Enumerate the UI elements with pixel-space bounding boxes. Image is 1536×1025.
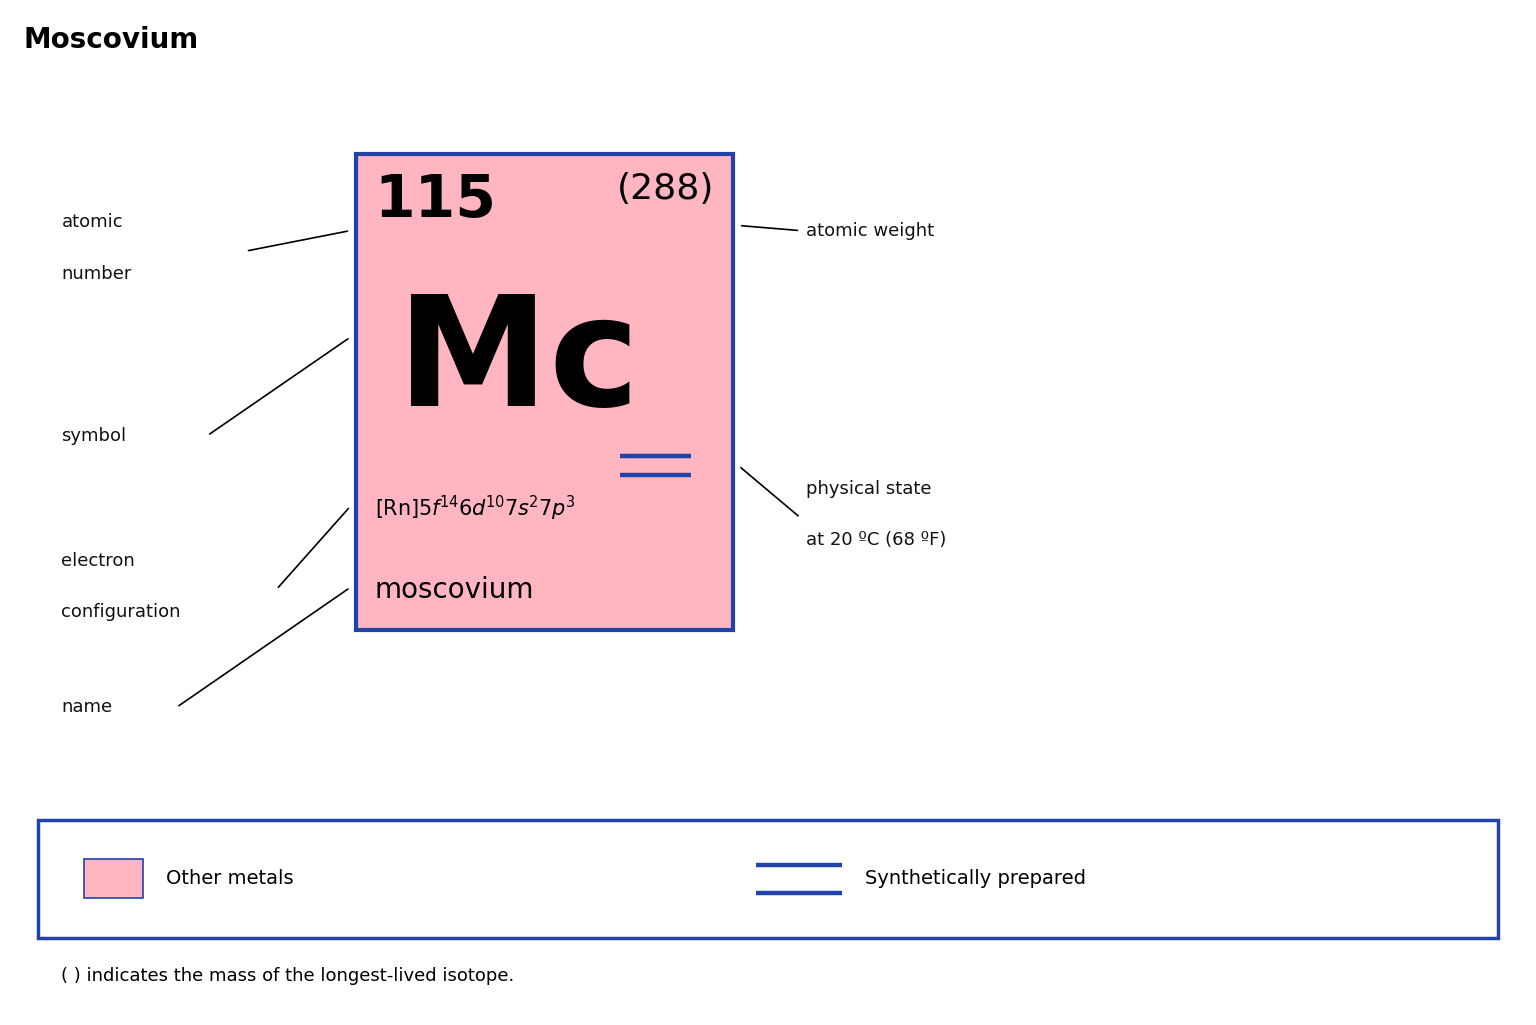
Text: Moscovium: Moscovium bbox=[23, 26, 198, 53]
Text: ( ) indicates the mass of the longest-lived isotope.: ( ) indicates the mass of the longest-li… bbox=[61, 967, 515, 985]
Text: physical state: physical state bbox=[806, 480, 932, 498]
Text: Other metals: Other metals bbox=[166, 869, 293, 889]
Text: electron: electron bbox=[61, 551, 135, 570]
Text: Synthetically prepared: Synthetically prepared bbox=[865, 869, 1086, 889]
Text: $\mathregular{[Rn]5}$$\it{f}$$\mathregular{^{14}6}$$\it{d}$$\mathregular{^{10}7}: $\mathregular{[Rn]5}$$\it{f}$$\mathregul… bbox=[375, 494, 574, 524]
Text: configuration: configuration bbox=[61, 603, 181, 621]
Text: atomic: atomic bbox=[61, 213, 123, 232]
Bar bbox=[38, 820, 1498, 938]
Text: at 20 ºC (68 ºF): at 20 ºC (68 ºF) bbox=[806, 531, 946, 549]
Text: Mc: Mc bbox=[396, 289, 639, 438]
Text: symbol: symbol bbox=[61, 426, 126, 445]
Text: number: number bbox=[61, 264, 132, 283]
Bar bbox=[356, 154, 733, 630]
Bar bbox=[84, 859, 143, 898]
Text: 115: 115 bbox=[375, 172, 496, 230]
Text: name: name bbox=[61, 698, 112, 716]
Text: moscovium: moscovium bbox=[375, 576, 535, 604]
Text: (288): (288) bbox=[617, 172, 714, 206]
Text: atomic weight: atomic weight bbox=[806, 221, 934, 240]
